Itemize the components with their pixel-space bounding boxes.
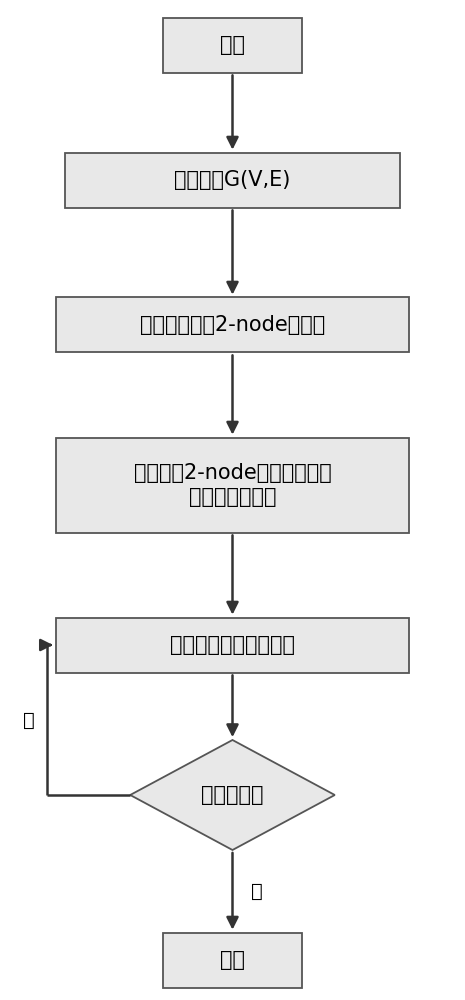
- Text: 更新每一个节点的标签: 更新每一个节点的标签: [170, 635, 295, 655]
- FancyBboxPatch shape: [163, 932, 302, 988]
- FancyBboxPatch shape: [56, 297, 409, 352]
- FancyBboxPatch shape: [65, 152, 400, 208]
- Text: 输入网络G(V,E): 输入网络G(V,E): [174, 170, 291, 190]
- Text: 否: 否: [251, 882, 263, 901]
- FancyBboxPatch shape: [163, 17, 302, 73]
- FancyBboxPatch shape: [56, 438, 409, 532]
- Text: 开始: 开始: [220, 35, 245, 55]
- Text: 给每一个2-node子结构中的节
点分配相同标签: 给每一个2-node子结构中的节 点分配相同标签: [133, 463, 332, 507]
- Text: 结束: 结束: [220, 950, 245, 970]
- Text: 将网络划分为2-node子结构: 将网络划分为2-node子结构: [140, 315, 325, 335]
- Text: 是: 是: [23, 710, 35, 730]
- Text: 标签变化？: 标签变化？: [201, 785, 264, 805]
- Polygon shape: [130, 740, 335, 850]
- FancyBboxPatch shape: [56, 618, 409, 673]
